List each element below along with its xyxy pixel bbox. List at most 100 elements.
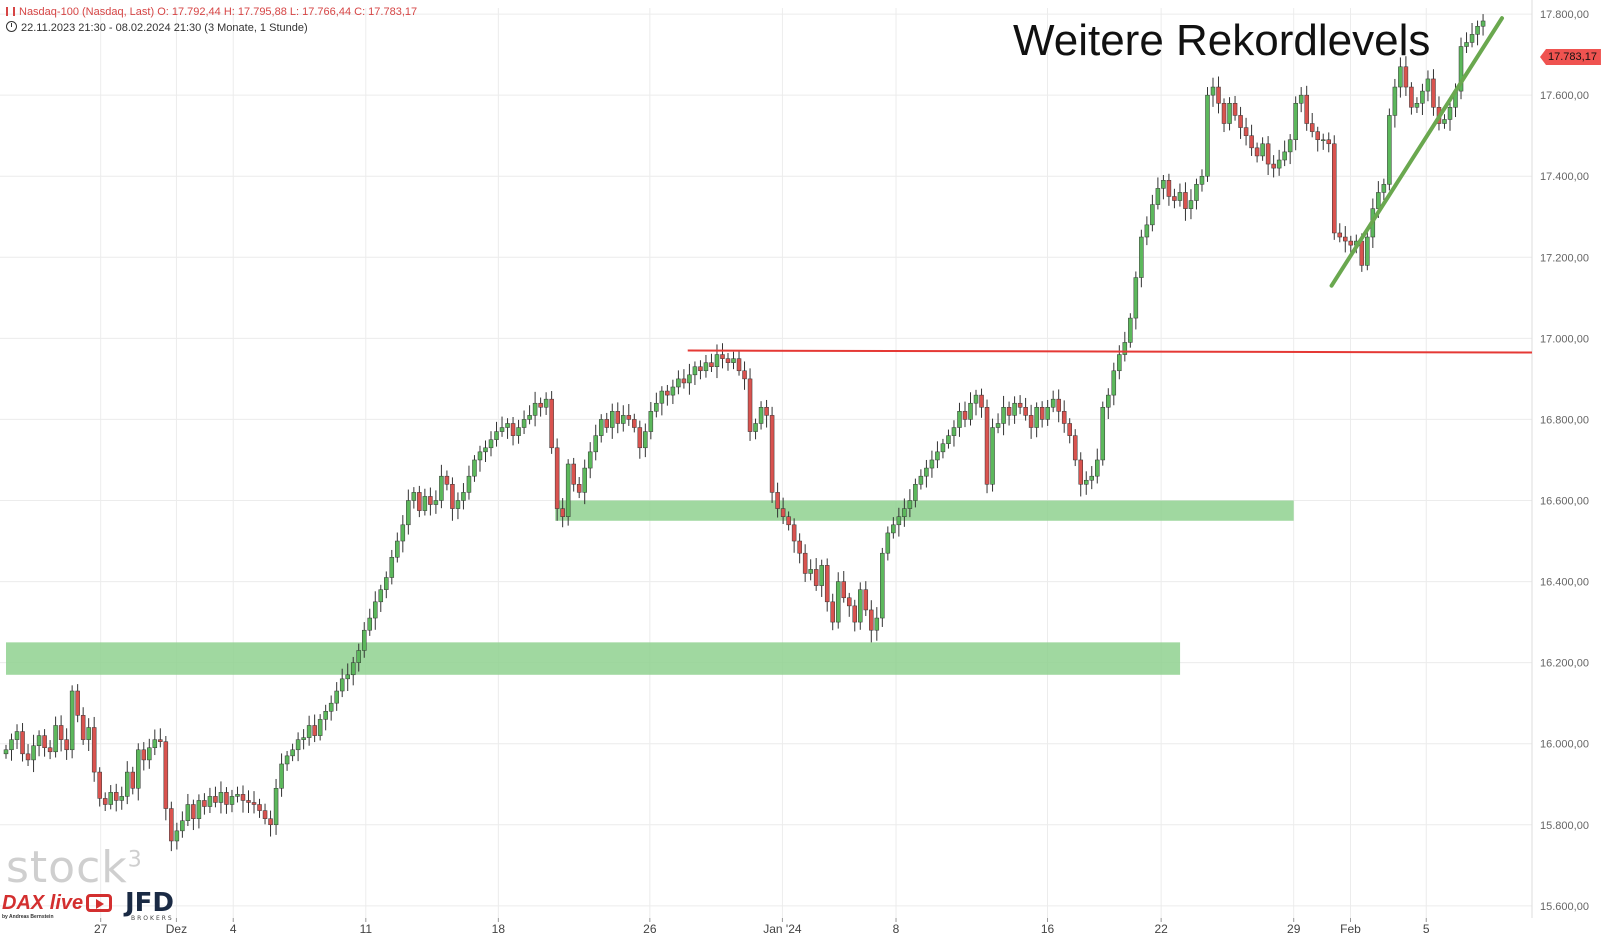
- x-tick-label: 22: [1154, 922, 1168, 936]
- candle-down: [615, 411, 621, 424]
- candle-up: [1287, 139, 1293, 153]
- candle-up: [53, 725, 58, 753]
- candle-up: [367, 617, 373, 631]
- candle-down: [725, 358, 731, 363]
- candle-down: [97, 771, 102, 799]
- candle-down: [841, 581, 846, 599]
- candle-up: [334, 690, 339, 704]
- candle-down: [852, 605, 858, 623]
- candle-up: [1117, 354, 1122, 372]
- candle-down: [604, 419, 609, 428]
- candle-up: [1475, 25, 1480, 35]
- candle-down: [780, 508, 786, 517]
- x-tick-label: 5: [1423, 922, 1430, 936]
- candle-down: [720, 354, 725, 359]
- candle-up: [152, 739, 158, 749]
- candle-up: [411, 492, 417, 501]
- candle-up: [1376, 192, 1381, 209]
- candle-up: [433, 500, 439, 505]
- candle-up: [1387, 115, 1392, 185]
- candle-up: [1381, 184, 1387, 193]
- support-zone: [6, 642, 1181, 675]
- candle-down: [444, 475, 450, 485]
- candle-up: [1205, 94, 1210, 177]
- candle-up: [610, 411, 615, 428]
- candle-down: [538, 402, 543, 408]
- candle-down: [268, 818, 273, 826]
- candle-up: [1447, 107, 1453, 120]
- candle-down: [747, 378, 753, 432]
- x-tick-label: 11: [360, 922, 373, 936]
- candle-up: [714, 354, 720, 367]
- candle-up: [565, 463, 571, 517]
- candle-up: [295, 739, 301, 751]
- candle-up: [758, 407, 764, 424]
- candle-down: [786, 516, 791, 526]
- candle-up: [108, 792, 113, 805]
- candle-down: [626, 415, 632, 420]
- candle-down: [1061, 411, 1067, 424]
- candle-up: [86, 727, 91, 740]
- candle-up: [477, 451, 483, 461]
- candle-down: [1243, 127, 1249, 136]
- candle-up: [284, 755, 290, 765]
- candle-down: [1072, 435, 1078, 461]
- candle-up: [69, 690, 75, 751]
- candle-up: [1089, 475, 1095, 481]
- candle-down: [257, 804, 262, 811]
- candle-up: [885, 532, 891, 554]
- candle-up: [345, 674, 350, 680]
- candle-down: [681, 378, 687, 384]
- candle-up: [306, 725, 312, 738]
- y-tick-label: 16.600,00: [1540, 495, 1589, 507]
- candle-up: [1106, 394, 1111, 408]
- candle-down: [262, 810, 268, 819]
- candle-down: [510, 423, 516, 436]
- candle-down: [869, 609, 874, 631]
- candle-up: [350, 662, 356, 676]
- candle-up: [703, 362, 709, 372]
- candle-up: [273, 788, 279, 826]
- candle-down: [1183, 192, 1188, 209]
- clock-icon: [6, 21, 17, 32]
- candle-up: [1050, 398, 1056, 408]
- candle-up: [1139, 236, 1144, 278]
- candle-up: [648, 411, 654, 432]
- candle-up: [516, 427, 521, 436]
- candle-down: [450, 484, 455, 509]
- candle-down: [417, 492, 422, 511]
- candle-up: [1414, 103, 1420, 108]
- candle-up: [1194, 184, 1199, 201]
- y-tick-label: 17.800,00: [1540, 9, 1589, 21]
- candle-up: [990, 427, 995, 485]
- candle-down: [1078, 459, 1083, 485]
- candle-down: [75, 690, 80, 716]
- candle-down: [91, 727, 97, 773]
- candle-up: [1464, 42, 1469, 47]
- candle-up: [902, 508, 907, 517]
- candle-up: [1012, 402, 1017, 416]
- candle-up: [1293, 103, 1298, 140]
- candle-down: [428, 496, 433, 505]
- candle-down: [1343, 236, 1348, 242]
- candle-down: [1232, 103, 1238, 116]
- candle-up: [753, 423, 758, 432]
- trend-line: [1329, 16, 1504, 288]
- candle-down: [709, 362, 714, 367]
- candle-down: [979, 394, 984, 408]
- candle-down: [791, 524, 797, 542]
- candle-down: [163, 741, 169, 809]
- candle-up: [406, 500, 411, 526]
- candle-down: [1023, 407, 1028, 416]
- candle-up: [1442, 119, 1447, 124]
- candle-down: [240, 794, 246, 801]
- candle-up: [1298, 94, 1304, 104]
- candle-down: [1431, 78, 1436, 108]
- candle-down: [1067, 423, 1072, 436]
- candle-up: [670, 386, 676, 396]
- candle-down: [736, 358, 742, 372]
- candle-down: [202, 800, 207, 807]
- candle-down: [1216, 86, 1221, 104]
- candle-up: [924, 467, 929, 477]
- candle-up: [593, 435, 598, 453]
